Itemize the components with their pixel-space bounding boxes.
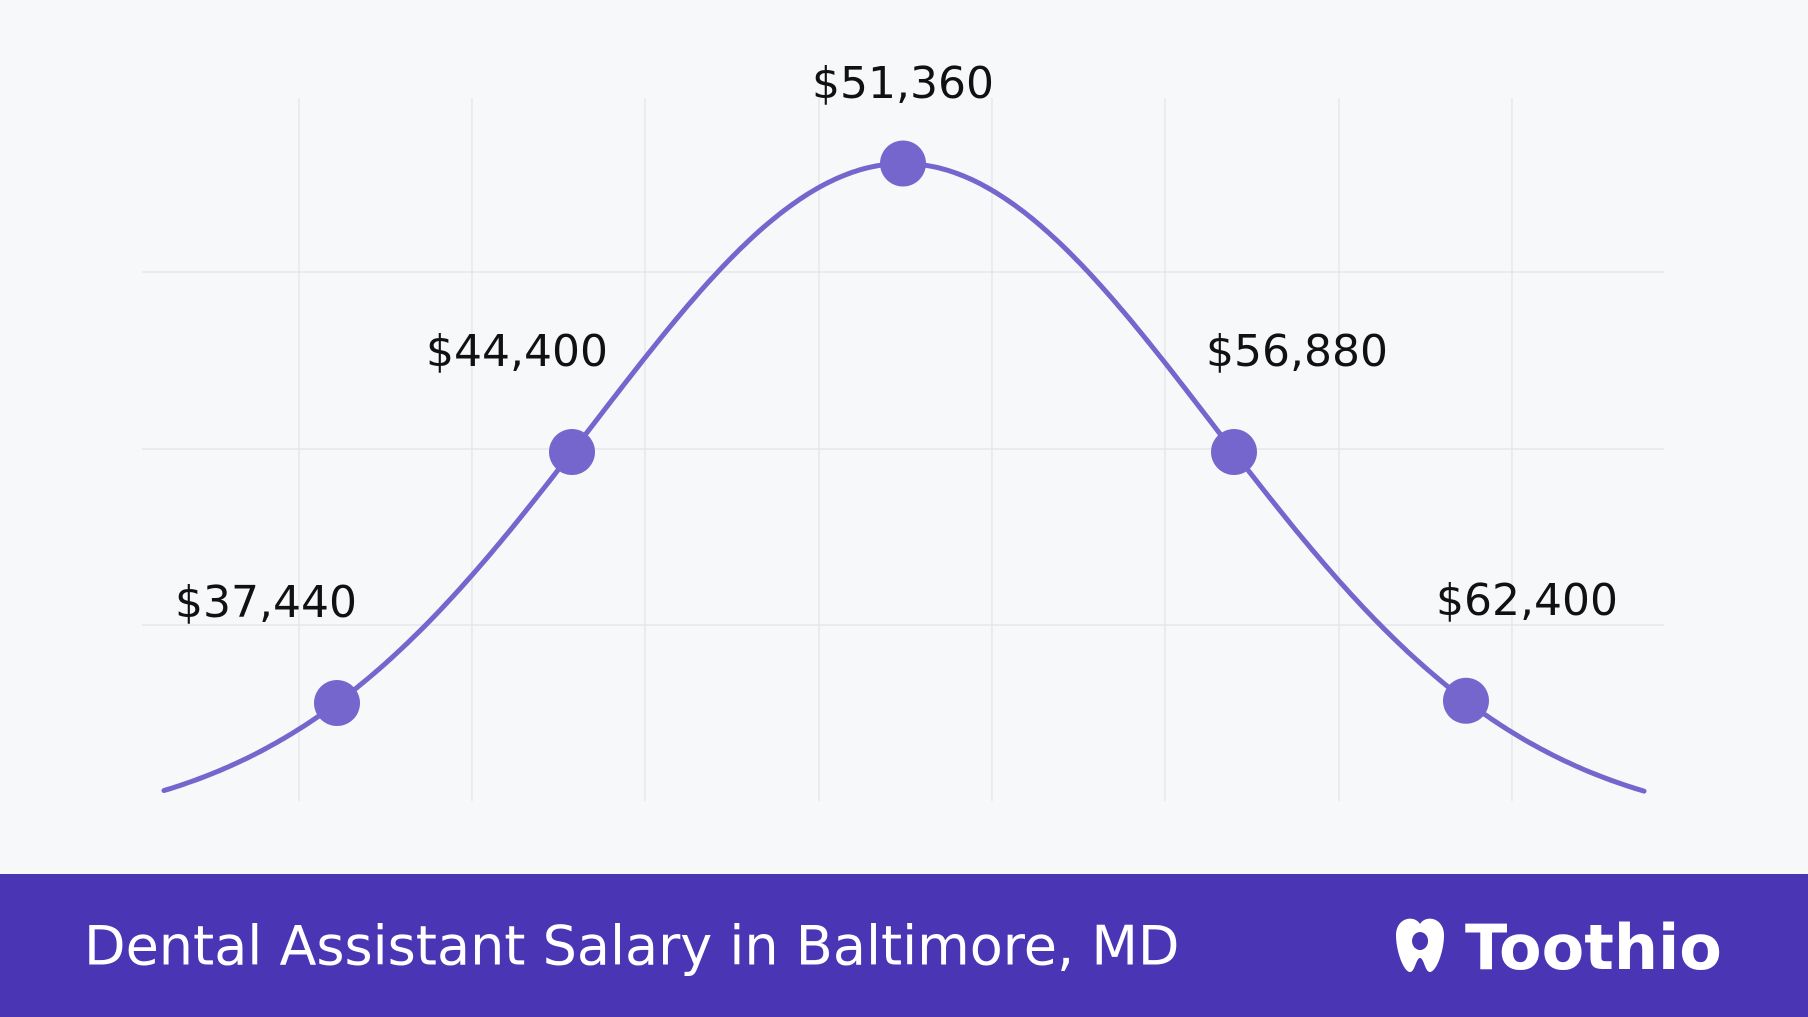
footer-banner [0, 874, 1808, 1017]
tooth-icon [1396, 918, 1444, 972]
data-point [1211, 428, 1257, 475]
data-point [549, 428, 595, 475]
value-label: $37,440 [175, 577, 357, 628]
chart-title: Dental Assistant Salary in Baltimore, MD [84, 915, 1180, 978]
data-point [1443, 677, 1489, 724]
brand-name: Toothio [1465, 911, 1722, 984]
data-point [880, 140, 926, 187]
value-label: $62,400 [1436, 575, 1618, 626]
grid [142, 98, 1664, 801]
plot: $37,440 $44,400 $51,360 $56,880 $62,400 [161, 58, 1647, 794]
value-label: $51,360 [812, 58, 994, 109]
brand-logo: Toothio [1396, 911, 1722, 984]
value-label: $44,400 [426, 326, 608, 377]
value-label: $56,880 [1206, 326, 1388, 377]
data-point [314, 680, 360, 727]
